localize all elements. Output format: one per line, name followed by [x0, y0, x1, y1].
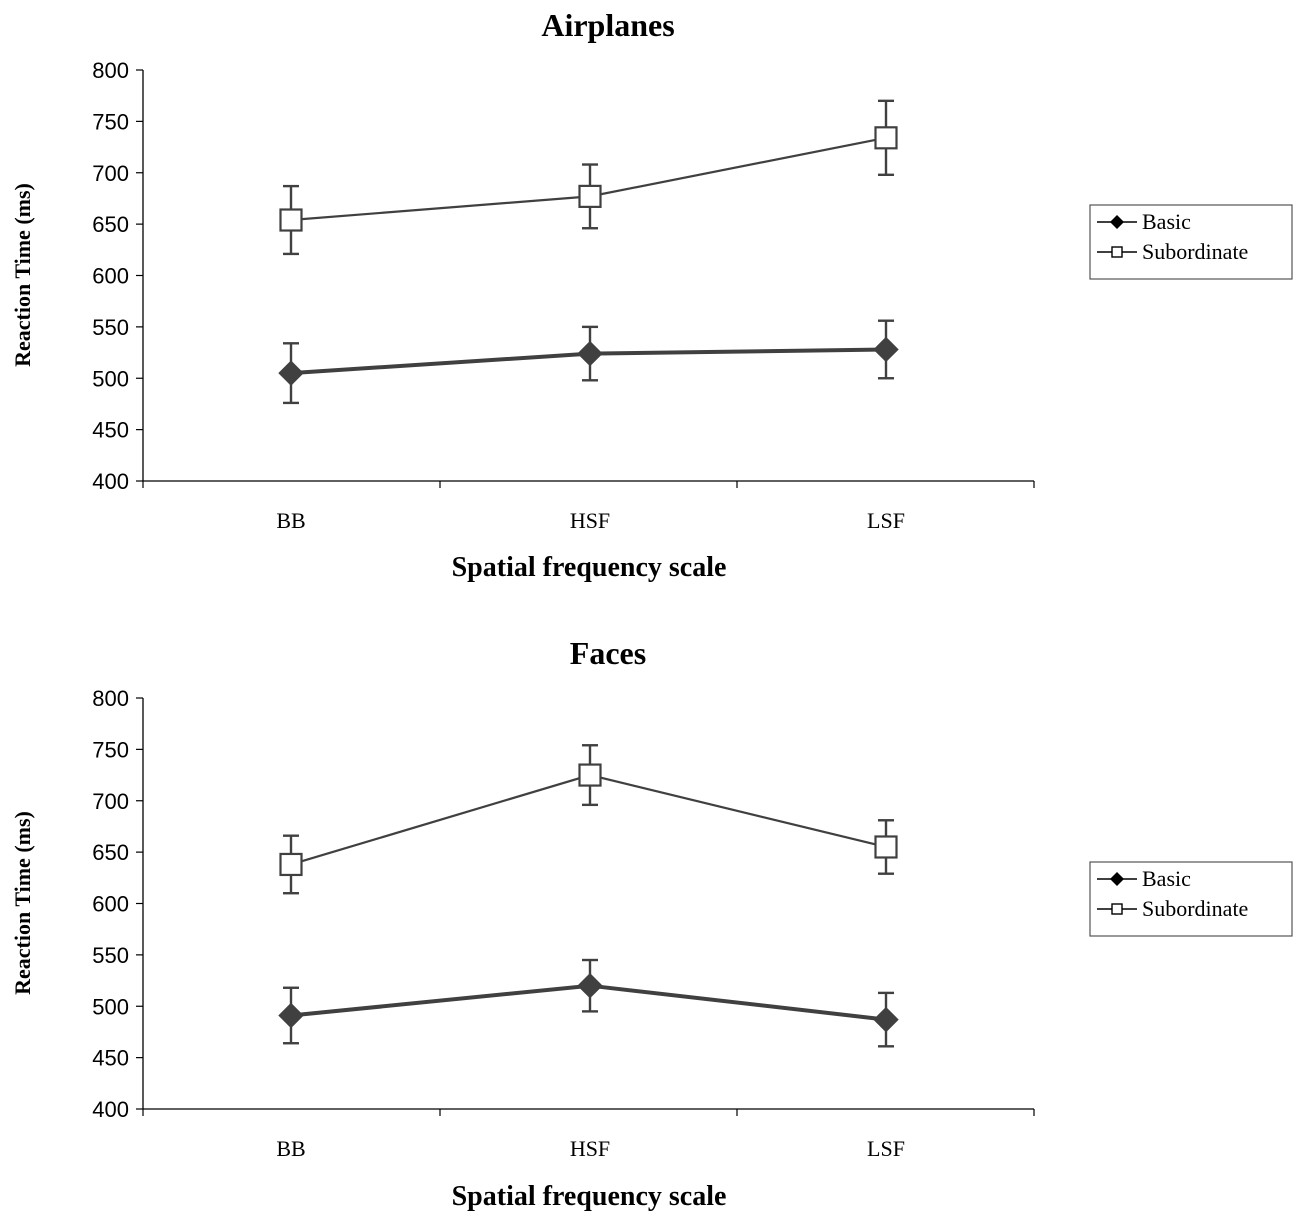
legend: Basic Subordinate	[1089, 861, 1293, 937]
x-tick-label: LSF	[867, 1136, 905, 1161]
y-ticks: 400 450 500 550 600 650 700 750 800	[92, 686, 143, 1122]
y-tick-label: 750	[92, 109, 129, 134]
data-point	[874, 835, 898, 859]
x-ticks: BB HSF LSF	[142, 481, 1035, 533]
legend-item-subordinate: Subordinate	[1097, 239, 1248, 264]
y-tick-label: 650	[92, 840, 129, 865]
x-axis-title: Spatial frequency scale	[452, 1181, 727, 1212]
legend-label-basic: Basic	[1142, 866, 1191, 891]
series-line	[290, 773, 887, 866]
legend-item-basic: Basic	[1097, 866, 1191, 891]
y-tick-label: 550	[92, 943, 129, 968]
y-ticks: 400 450 500 550 600 650 700 750 800	[92, 58, 143, 494]
axes	[142, 698, 1034, 1110]
data-point	[278, 360, 304, 386]
chart-title: Faces	[570, 635, 646, 671]
y-tick-label: 800	[92, 58, 129, 83]
data-point	[278, 1002, 304, 1029]
series-subordinate	[279, 744, 898, 895]
series-basic	[278, 958, 899, 1048]
y-tick-label: 600	[92, 892, 129, 917]
y-tick-label: 700	[92, 161, 129, 186]
legend-label-subordinate: Subordinate	[1142, 239, 1248, 264]
diamond-marker-icon	[1110, 215, 1124, 229]
x-tick-label: BB	[276, 1136, 305, 1161]
x-axis-title: Spatial frequency scale	[452, 552, 727, 583]
legend-box	[1089, 204, 1293, 280]
chart-panel-airplanes: Airplanes Reaction Time (ms) Spatial fre…	[10, 7, 1293, 583]
x-tick-label: HSF	[570, 1136, 610, 1161]
data-point	[279, 208, 303, 232]
legend-item-subordinate: Subordinate	[1097, 896, 1248, 921]
x-tick-label: HSF	[570, 508, 610, 533]
y-tick-label: 400	[92, 1097, 129, 1122]
diamond-marker-icon	[1110, 872, 1124, 886]
y-tick-label: 700	[92, 789, 129, 814]
data-point	[874, 126, 898, 150]
legend-item-basic: Basic	[1097, 209, 1191, 234]
legend: Basic Subordinate	[1089, 204, 1293, 280]
y-tick-label: 500	[92, 994, 129, 1019]
y-tick-label: 750	[92, 737, 129, 762]
y-tick-label: 550	[92, 315, 129, 340]
plot-series	[278, 744, 899, 1048]
x-tick-label: BB	[276, 508, 305, 533]
y-tick-label: 450	[92, 1046, 129, 1071]
y-tick-label: 650	[92, 212, 129, 237]
data-point	[578, 763, 602, 787]
y-tick-label: 400	[92, 469, 129, 494]
square-marker-icon	[1111, 246, 1123, 258]
legend-label-basic: Basic	[1142, 209, 1191, 234]
y-tick-label: 600	[92, 264, 129, 289]
y-axis-title: Reaction Time (ms)	[10, 183, 35, 367]
y-tick-label: 450	[92, 418, 129, 443]
square-marker-icon	[1111, 903, 1123, 915]
chart-title: Airplanes	[541, 7, 674, 43]
axes	[142, 70, 1034, 482]
y-axis-title: Reaction Time (ms)	[10, 811, 35, 995]
y-tick-label: 500	[92, 366, 129, 391]
series-basic	[278, 319, 899, 405]
data-point	[578, 184, 602, 208]
data-point	[577, 972, 603, 999]
legend-box	[1089, 861, 1293, 937]
data-point	[873, 336, 899, 363]
chart-panel-faces: Faces Reaction Time (ms) Spatial frequen…	[10, 635, 1293, 1212]
data-point	[873, 1006, 899, 1033]
x-tick-label: LSF	[867, 508, 905, 533]
data-point	[279, 852, 303, 877]
y-tick-label: 800	[92, 686, 129, 711]
plot-series	[278, 99, 899, 405]
series-subordinate	[279, 99, 898, 256]
legend-label-subordinate: Subordinate	[1142, 896, 1248, 921]
x-ticks: BB HSF LSF	[142, 1109, 1035, 1161]
data-point	[577, 340, 603, 367]
